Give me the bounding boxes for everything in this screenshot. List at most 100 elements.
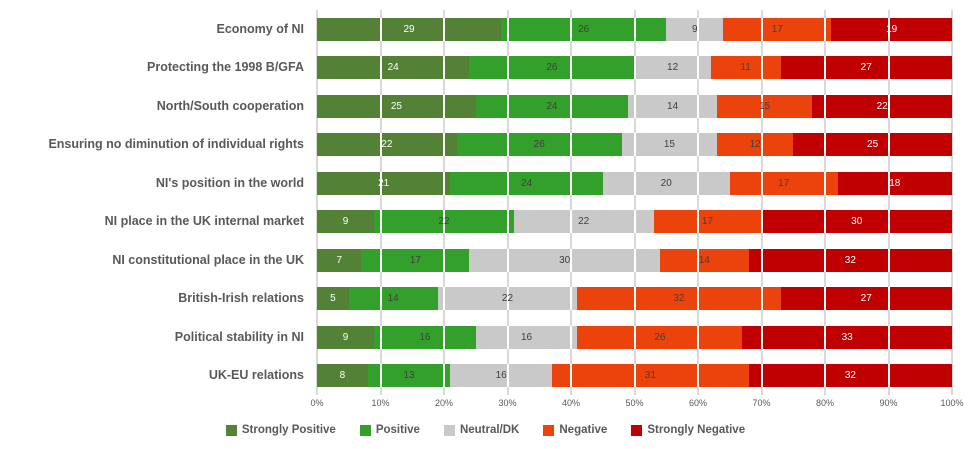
category-label: Ensuring no diminution of individual rig… [48,137,304,152]
category-label: NI's position in the world [155,175,304,190]
segment-value-label: 8 [339,370,346,382]
segment-value-label: 17 [701,216,714,228]
segment-value-label: 24 [546,100,558,112]
bar-segment-negative: 26 [577,325,743,349]
segment-value-label: 17 [778,177,790,189]
bar-segment-neutral-dk: 30 [469,248,660,272]
segment-value-label: 16 [520,331,533,343]
legend-swatch [443,424,455,436]
bar-segment-negative: 15 [717,94,813,118]
gridline [824,10,826,395]
gridline [760,10,763,395]
segment-value-label: 22 [381,139,393,151]
segment-value-label: 24 [387,62,399,74]
bar-segment-neutral-dk: 20 [602,171,730,195]
bar-segment-strongly-positive: 29 [317,17,502,41]
category-label: NI place in the UK internal market [104,214,304,229]
legend-label: Neutral/DK [459,424,520,436]
bar-segment-positive: 26 [456,133,622,157]
legend-item-negative: Negative [543,424,607,436]
bar-segment-strongly-negative: 22 [812,94,952,118]
legend-swatch [631,424,643,436]
segment-value-label: 17 [771,23,783,35]
category-label: Protecting the 1998 B/GFA [147,60,304,75]
segment-value-label: 24 [520,177,533,189]
segment-value-label: 20 [660,177,672,189]
bar-segment-strongly-positive: 8 [317,364,368,388]
segment-value-label: 13 [403,370,415,382]
bar-segment-neutral-dk: 16 [475,325,578,349]
segment-value-label: 27 [860,293,872,305]
segment-value-label: 33 [841,331,853,343]
segment-value-label: 30 [559,254,571,266]
x-axis-tick-label: 90% [879,398,898,408]
stacked-bar: 24 26 12 11 27 [317,56,952,80]
segment-value-label: 5 [330,293,336,305]
stacked-bar: 25 24 14 15 22 [317,94,952,118]
category-label: British-Irish relations [178,291,304,306]
bar-segment-negative: 14 [659,248,749,272]
bar-segment-strongly-negative: 27 [780,56,952,80]
segment-value-label: 22 [501,293,514,305]
bar-segment-positive: 26 [469,56,635,80]
segment-value-label: 16 [495,370,507,382]
segment-value-label: 11 [740,62,751,74]
stacked-bar: 29 26 9 17 19 [317,17,952,41]
bar-segment-strongly-negative: 19 [831,17,952,41]
segment-value-label: 32 [844,254,856,266]
legend-label: Negative [559,424,608,436]
segment-value-label: 9 [342,216,349,228]
stacked-bar: 5 14 22 32 27 [317,287,952,311]
segment-value-label: 12 [749,139,761,151]
chart-row: UK-EU relations 8 13 16 31 32 [0,357,971,396]
stacked-bar: 8 13 16 31 32 [317,364,952,388]
chart-row: Protecting the 1998 B/GFA 24 26 12 11 27 [0,49,971,88]
x-axis-tick-label: 60% [688,398,708,408]
segment-value-label: 25 [867,139,879,151]
legend-label: Positive [375,424,420,436]
bar-segment-strongly-negative: 18 [837,171,952,195]
bar-segment-strongly-negative: 32 [748,248,952,272]
gridline [633,10,636,395]
bar-segment-neutral-dk: 14 [628,94,718,118]
bar-segment-neutral-dk: 15 [621,133,718,157]
stacked-bar: 7 17 30 14 32 [317,248,952,272]
gridline [887,10,890,395]
gridline [570,10,572,395]
legend-swatch [543,424,555,436]
gridline [443,10,445,395]
segment-value-label: 14 [667,100,679,112]
bar-segment-neutral-dk: 12 [634,56,711,80]
segment-value-label: 19 [886,23,898,35]
bar-segment-neutral-dk: 16 [450,364,552,388]
x-axis-tick-label: 80% [815,398,835,408]
chart-row: NI constitutional place in the UK 7 17 30 14… [0,241,971,280]
legend-swatch [359,424,371,436]
bar-segment-negative: 31 [551,364,749,388]
legend-item-positive: Positive [359,424,420,436]
bar-segment-negative: 17 [723,17,832,41]
x-axis-tick-label: 30% [498,398,517,408]
bar-segment-strongly-positive: 24 [317,56,470,80]
segment-value-label: 15 [663,139,675,151]
chart-row: NI place in the UK internal market 9 22 22 1… [0,203,971,242]
gridline [379,10,382,395]
bar-segment-strongly-positive: 22 [317,133,457,157]
category-label: Economy of NI [216,21,304,36]
segment-value-label: 22 [578,216,590,228]
gridline [697,10,699,395]
segment-value-label: 32 [673,293,685,305]
segment-value-label: 26 [546,62,558,74]
bar-segment-strongly-negative: 27 [780,287,952,311]
segment-value-label: 14 [698,254,710,266]
segment-value-label: 7 [336,254,342,266]
segment-value-label: 29 [403,23,415,35]
bar-segment-positive: 14 [348,287,438,311]
segment-value-label: 32 [844,370,856,382]
bar-segment-neutral-dk: 9 [666,17,724,41]
legend-item-strongly-negative: Strongly Negative [631,424,745,436]
chart-row: North/South cooperation 25 24 14 15 22 [0,87,971,126]
bar-segment-strongly-negative: 32 [748,364,952,388]
legend-label: Strongly Positive [241,424,336,436]
